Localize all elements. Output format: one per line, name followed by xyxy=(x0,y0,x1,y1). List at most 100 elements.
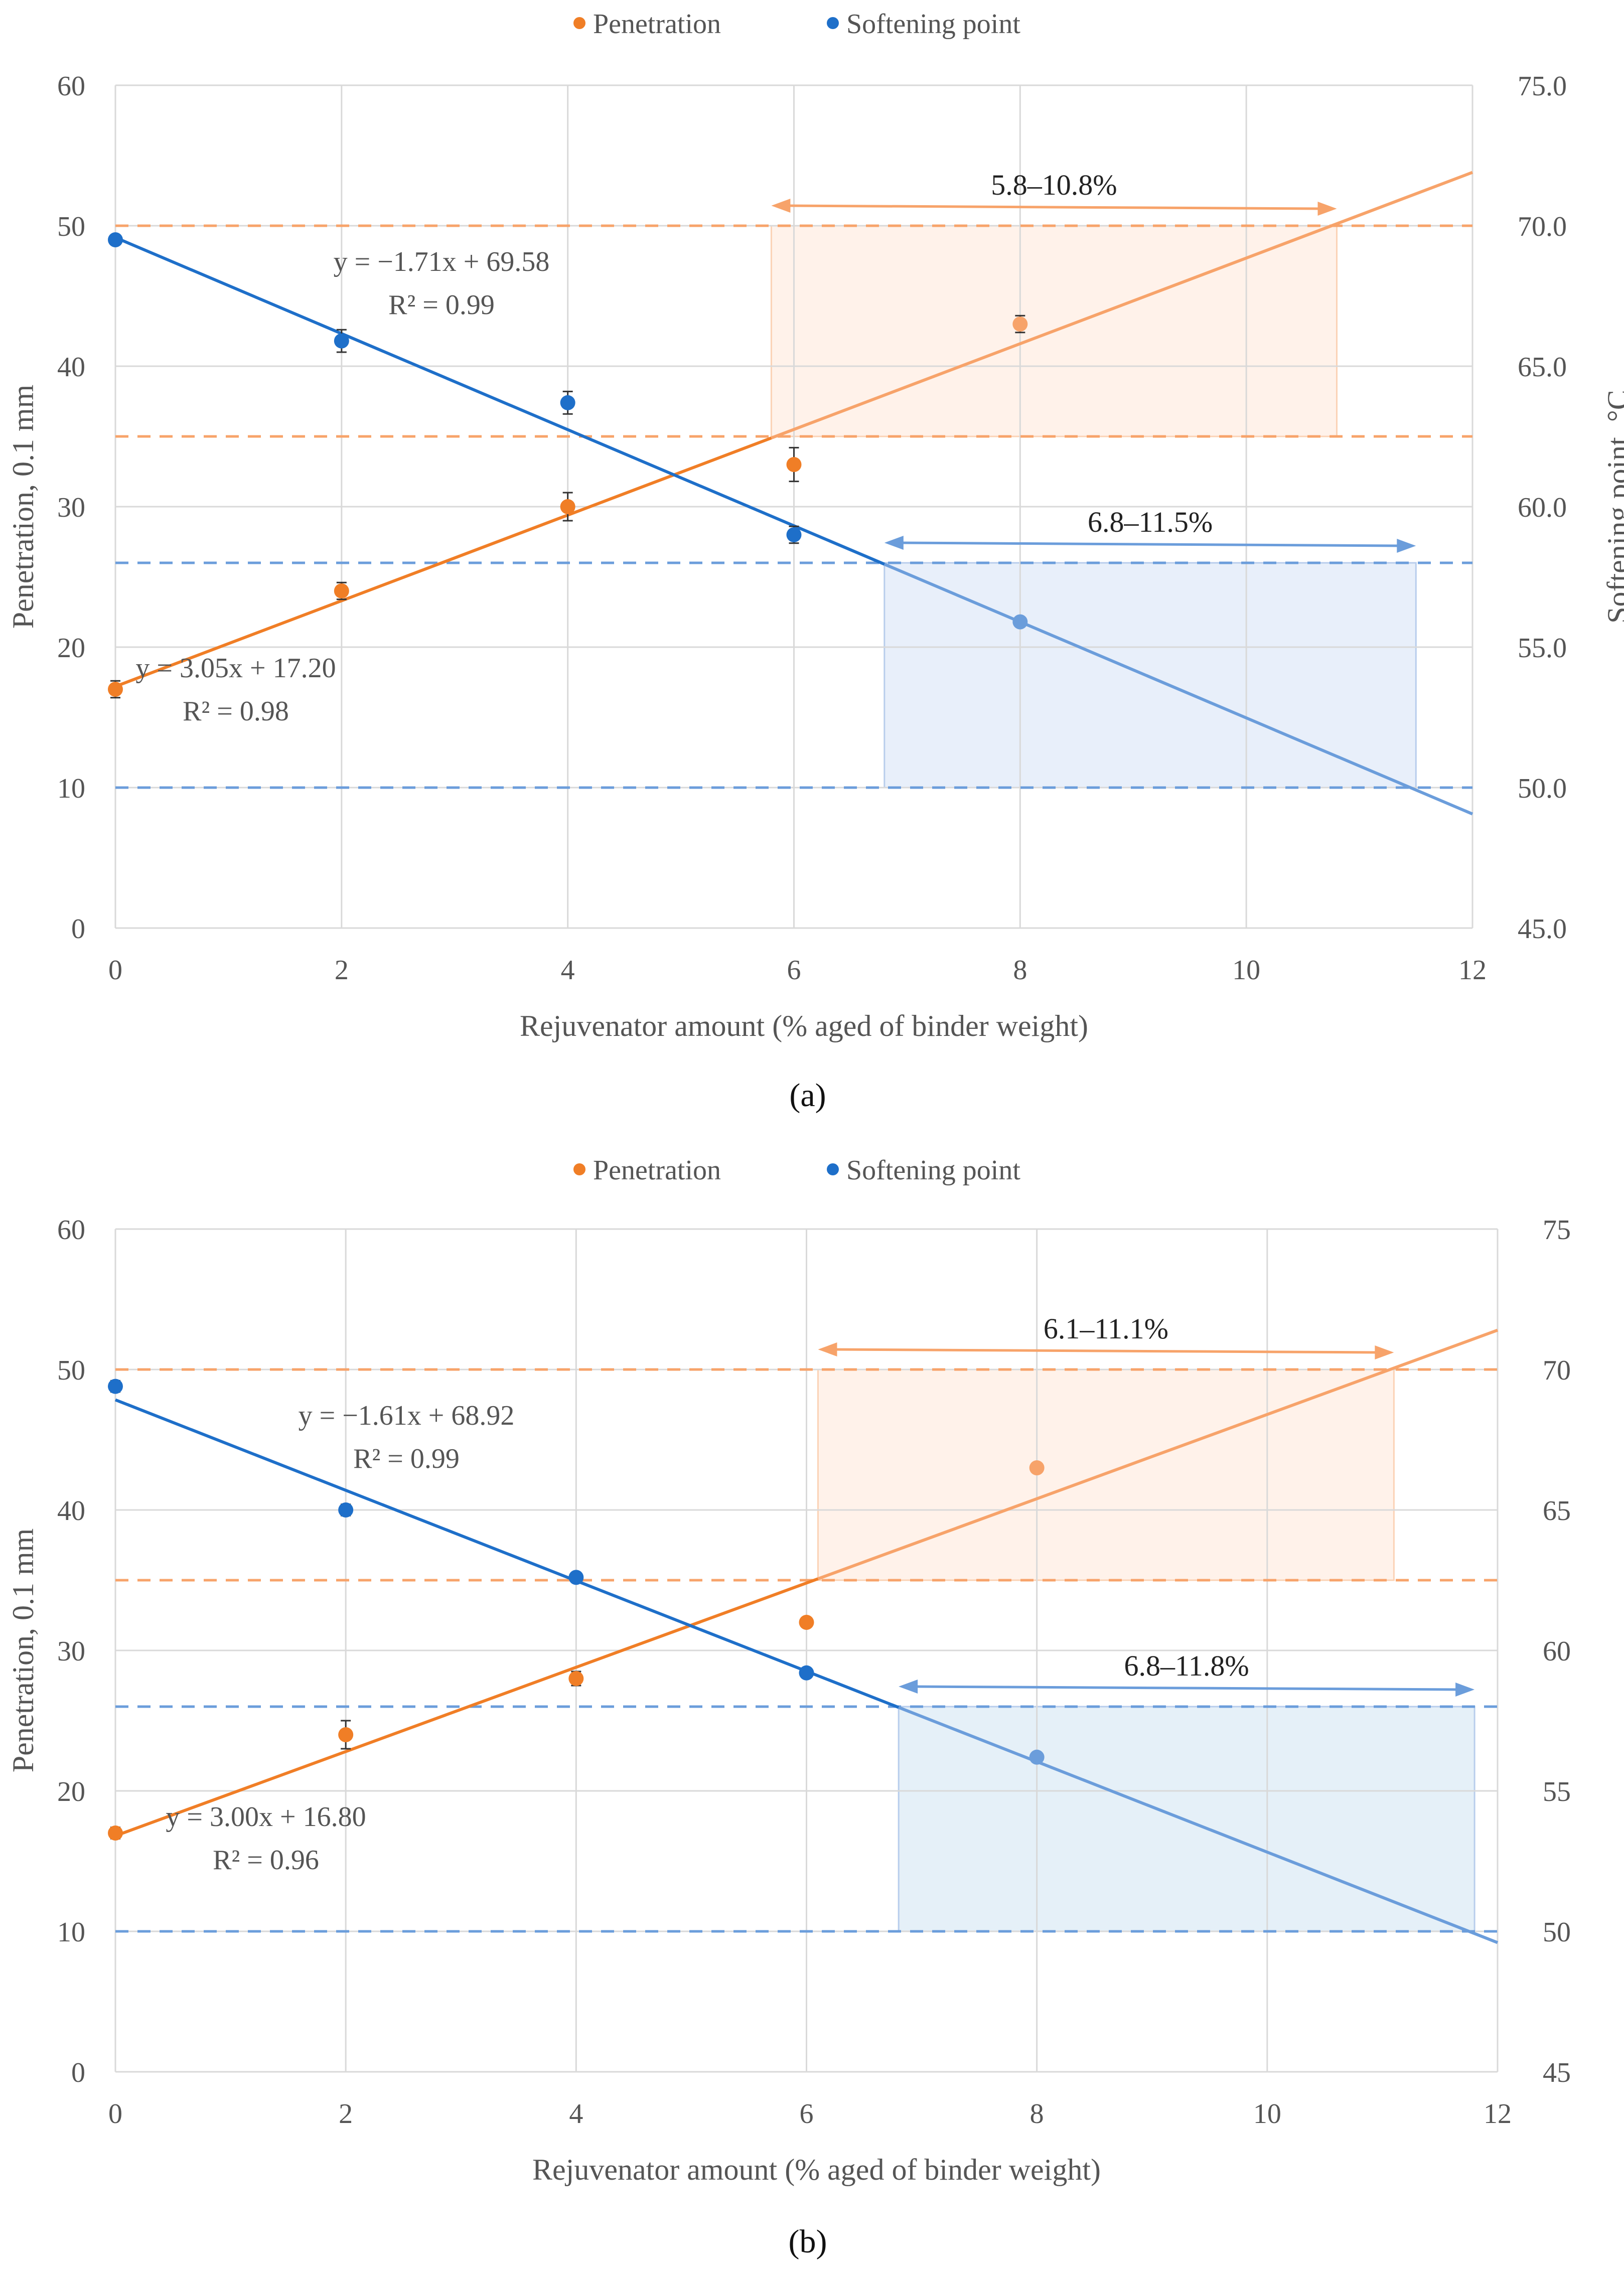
data-point xyxy=(338,1727,354,1742)
penetration-series xyxy=(108,315,1028,699)
y2-tick-label: 65 xyxy=(1543,1495,1571,1527)
softening-series xyxy=(108,1379,1045,1765)
y2-tick-label: 50.0 xyxy=(1518,773,1567,804)
y-axis-title: Penetration, 0.1 mm xyxy=(7,1529,40,1773)
y2-tick-label: 55.0 xyxy=(1518,633,1567,664)
arrow-head-right xyxy=(1455,1683,1475,1697)
x-tick-label: 12 xyxy=(1484,2098,1512,2130)
y-tick-label: 40 xyxy=(57,352,85,383)
y-tick-label: 50 xyxy=(57,1355,85,1386)
data-point xyxy=(108,1826,123,1841)
y2-tick-label: 75 xyxy=(1543,1214,1571,1246)
y2-tick-label: 75.0 xyxy=(1518,71,1567,102)
data-point xyxy=(568,1570,584,1585)
softening-trendline-extension xyxy=(898,1706,1499,1944)
data-point xyxy=(786,457,802,472)
legend: Penetration Softening point xyxy=(573,9,1020,40)
panel-label: (a) xyxy=(789,1077,826,1114)
penetration-series xyxy=(108,1460,1045,1841)
softening-trendline-extension xyxy=(883,562,1473,816)
x-tick-label: 6 xyxy=(787,955,801,986)
x-axis-title: Rejuvenator amount (% aged of binder wei… xyxy=(532,2153,1101,2186)
legend-marker-0 xyxy=(573,1163,585,1175)
legend-label-0: Penetration xyxy=(593,9,721,40)
x-tick-label: 10 xyxy=(1232,955,1260,986)
softening-range-label: 6.8–11.8% xyxy=(1124,1649,1249,1682)
penetration-equation: y = 3.00x + 16.80 xyxy=(166,1801,366,1833)
y2-tick-label: 45 xyxy=(1543,2057,1571,2088)
legend-marker-1 xyxy=(827,17,839,29)
softening-trendline xyxy=(114,1398,900,1709)
x-tick-label: 2 xyxy=(339,2098,353,2130)
y2-tick-label: 65.0 xyxy=(1518,352,1567,383)
y-tick-label: 20 xyxy=(57,1776,85,1807)
x-tick-label: 0 xyxy=(108,955,122,986)
penetration-r2: R² = 0.96 xyxy=(213,1845,319,1876)
data-point xyxy=(1029,1749,1045,1765)
y-tick-label: 30 xyxy=(57,1636,85,1667)
data-point xyxy=(1012,317,1028,332)
arrow-head-left xyxy=(818,1342,837,1356)
penetration-trendline-extension xyxy=(817,1328,1499,1581)
chart-panel-b: Penetration Softening point 6.1–11.1% 6.8–1… xyxy=(7,1155,1571,2260)
y-tick-label: 0 xyxy=(71,2057,85,2088)
y2-tick-label: 70 xyxy=(1543,1355,1571,1386)
x-tick-label: 4 xyxy=(569,2098,583,2130)
y2-tick-label: 55 xyxy=(1543,1776,1571,1807)
data-point xyxy=(560,499,575,514)
x-tick-label: 12 xyxy=(1458,955,1487,986)
softening-series xyxy=(108,232,1028,630)
arrow-head-right xyxy=(1397,539,1416,553)
chart-panel-a: Penetration Softening point 5.8–10.8% 6.8–1… xyxy=(7,9,1624,1114)
penetration-trendline xyxy=(114,436,772,688)
legend-label-0: Penetration xyxy=(593,1155,721,1186)
y-tick-label: 20 xyxy=(57,633,85,664)
y-tick-label: 50 xyxy=(57,211,85,242)
softening-range-arrow xyxy=(884,536,1416,553)
data-point xyxy=(334,583,349,598)
softening-range-label: 6.8–11.5% xyxy=(1088,506,1213,538)
data-point xyxy=(108,1379,123,1394)
y-tick-label: 10 xyxy=(57,773,85,804)
x-axis-title: Rejuvenator amount (% aged of binder wei… xyxy=(520,1009,1088,1042)
softening-trendline xyxy=(114,236,885,566)
y-tick-label: 60 xyxy=(57,71,85,102)
arrow-shaft xyxy=(786,204,1322,210)
penetration-equation: y = 3.05x + 17.20 xyxy=(135,653,336,684)
y-axis-title: Penetration, 0.1 mm xyxy=(7,385,40,629)
y-tick-label: 60 xyxy=(57,1214,85,1246)
arrow-shaft xyxy=(914,1685,1460,1691)
y2-tick-label: 70.0 xyxy=(1518,211,1567,242)
x-tick-label: 8 xyxy=(1030,2098,1044,2130)
legend-label-1: Softening point xyxy=(846,1155,1020,1186)
panel-label: (b) xyxy=(789,2223,827,2260)
penetration-range-arrow xyxy=(818,1342,1394,1359)
penetration-trendline xyxy=(114,1577,819,1838)
x-tick-label: 0 xyxy=(108,2098,122,2130)
arrow-shaft xyxy=(833,1348,1379,1354)
y2-tick-label: 50 xyxy=(1543,1917,1571,1948)
data-point xyxy=(1029,1460,1045,1475)
softening-range-arrow xyxy=(899,1680,1475,1697)
softening-r2: R² = 0.99 xyxy=(388,289,495,321)
y-tick-label: 40 xyxy=(57,1495,85,1527)
y-tick-label: 0 xyxy=(71,914,85,945)
data-point xyxy=(1012,614,1028,630)
y-tick-label: 10 xyxy=(57,1917,85,1948)
y2-tick-label: 60 xyxy=(1543,1636,1571,1667)
y2-tick-label: 60.0 xyxy=(1518,492,1567,523)
data-point xyxy=(560,395,575,410)
data-point xyxy=(799,1615,814,1630)
arrow-head-left xyxy=(899,1680,918,1694)
arrow-head-left xyxy=(884,536,904,550)
penetration-trendline-extension xyxy=(771,171,1473,439)
arrow-shaft xyxy=(899,541,1401,547)
legend-marker-1 xyxy=(827,1163,839,1175)
x-tick-label: 6 xyxy=(800,2098,814,2130)
x-tick-label: 8 xyxy=(1013,955,1027,986)
data-point xyxy=(799,1665,814,1681)
data-point xyxy=(108,232,123,247)
penetration-range-arrow xyxy=(771,199,1337,216)
softening-r2: R² = 0.99 xyxy=(353,1443,460,1474)
